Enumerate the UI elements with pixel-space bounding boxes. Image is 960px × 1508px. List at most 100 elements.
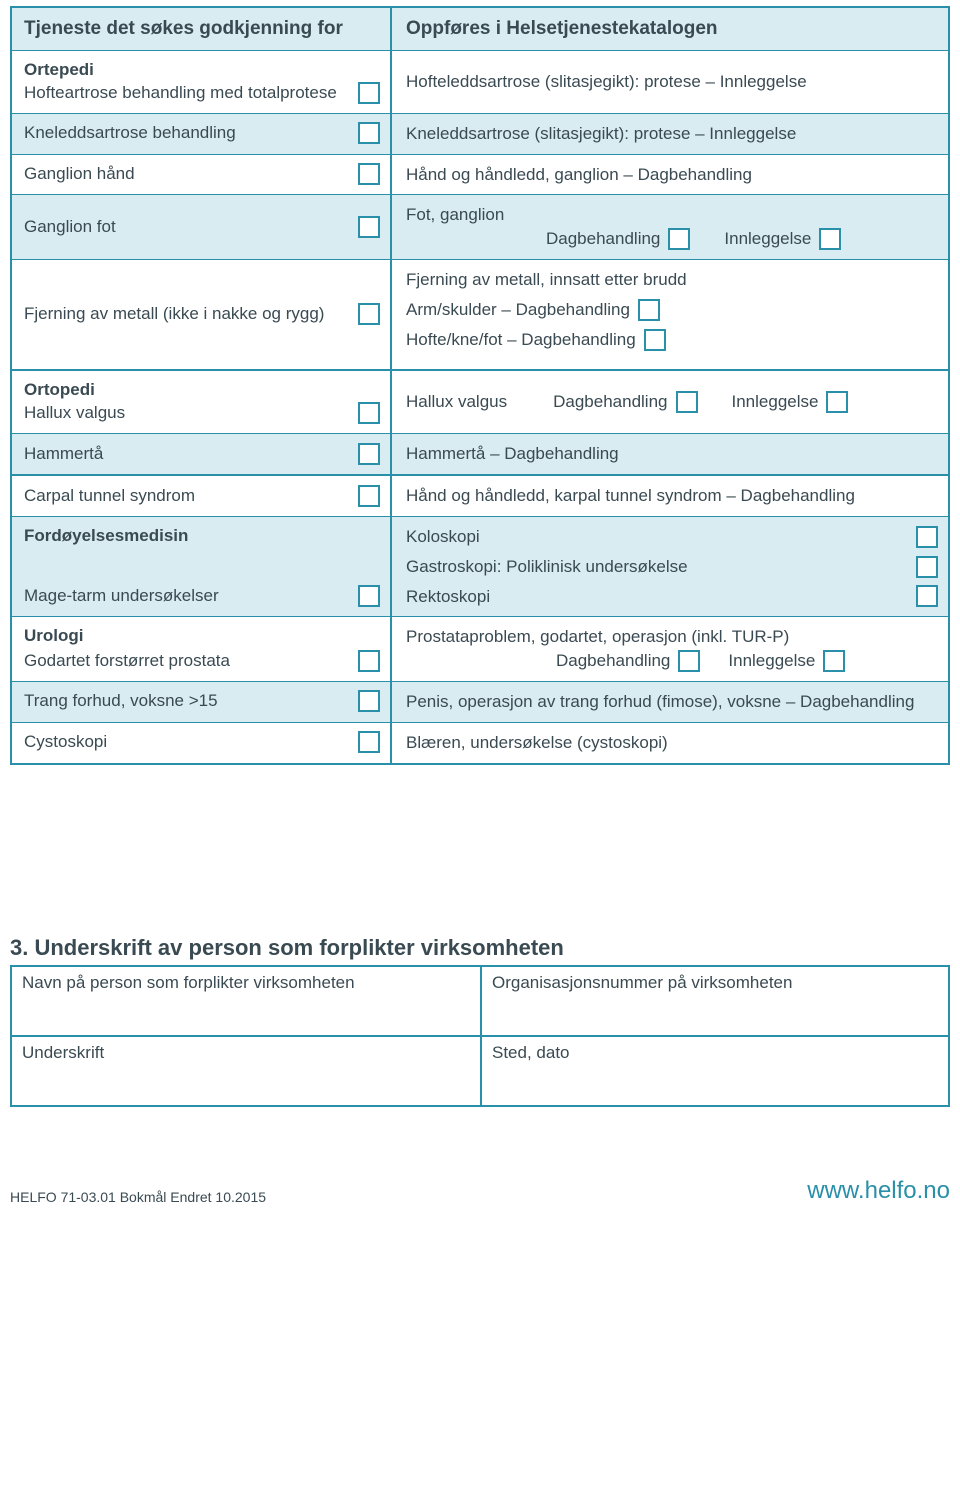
signature-table: Navn på person som forplikter virksomhet… (10, 965, 950, 1107)
cell-right: Hallux valgus Dagbehandling Innleggelse (392, 371, 948, 433)
cell-left: Kneleddsartrose behandling (12, 114, 392, 154)
catalog-text: Koloskopi (406, 525, 480, 549)
service-label: Ganglion hånd (24, 163, 350, 186)
catalog-text: Kneleddsartrose (slitasjegikt): protese … (406, 122, 938, 146)
cell-left: Ortepedi Hofteartrose behandling med tot… (12, 51, 392, 113)
checkbox[interactable] (668, 228, 690, 250)
sig-place-label: Sted, dato (492, 1043, 570, 1062)
service-label: Trang forhud, voksne >15 (24, 690, 350, 713)
sig-org-cell[interactable]: Organisasjonsnummer på virksomheten (482, 967, 948, 1035)
row-trang-forhud: Trang forhud, voksne >15 Penis, operasjo… (12, 682, 948, 723)
service-label: Hallux valgus (24, 402, 350, 425)
section3-title: 3. Underskrift av person som forplikter … (10, 935, 950, 961)
catalog-text: Hofte/kne/fot – Dagbehandling (406, 328, 636, 352)
checkbox[interactable] (916, 585, 938, 607)
checkbox[interactable] (358, 303, 380, 325)
checkbox[interactable] (358, 585, 380, 607)
checkbox[interactable] (358, 122, 380, 144)
catalog-text: Penis, operasjon av trang forhud (fimose… (406, 690, 938, 714)
footer-url: www.helfo.no (807, 1177, 950, 1205)
sig-place-cell[interactable]: Sted, dato (482, 1037, 948, 1105)
cell-right: Hofteleddsartrose (slitasjegikt): protes… (392, 51, 948, 113)
checkbox[interactable] (916, 526, 938, 548)
option-label: Dagbehandling (556, 649, 670, 673)
checkbox[interactable] (678, 650, 700, 672)
sig-sign-label: Underskrift (22, 1043, 104, 1062)
checkbox[interactable] (358, 163, 380, 185)
catalog-text: Fot, ganglion (406, 203, 504, 227)
checkbox[interactable] (358, 731, 380, 753)
service-label: Cystoskopi (24, 731, 350, 754)
option-label: Dagbehandling (546, 227, 660, 251)
cell-left: Urologi Godartet forstørret prostata (12, 617, 392, 681)
sig-row-2: Underskrift Sted, dato (12, 1035, 948, 1105)
option-label: Innleggelse (728, 649, 815, 673)
service-label: Ganglion fot (24, 216, 350, 239)
row-hofteartrose: Ortepedi Hofteartrose behandling med tot… (12, 51, 948, 114)
checkbox[interactable] (358, 216, 380, 238)
option-label: Innleggelse (724, 227, 811, 251)
checkbox[interactable] (826, 391, 848, 413)
cell-right: Penis, operasjon av trang forhud (fimose… (392, 682, 948, 722)
cell-right: Prostataproblem, godartet, operasjon (in… (392, 617, 948, 681)
header-right: Oppføres i Helsetjenestekatalogen (392, 8, 948, 50)
service-label: Mage-tarm undersøkelser (24, 585, 350, 608)
catalog-text: Prostataproblem, godartet, operasjon (in… (406, 625, 938, 649)
row-cystoskopi: Cystoskopi Blæren, undersøkelse (cystosk… (12, 723, 948, 763)
sig-name-cell[interactable]: Navn på person som forplikter virksomhet… (12, 967, 482, 1035)
sig-name-label: Navn på person som forplikter virksomhet… (22, 973, 355, 992)
cell-right: Koloskopi Gastroskopi: Poliklinisk under… (392, 517, 948, 616)
category-ortepedi: Ortepedi (24, 59, 380, 82)
header-left: Tjeneste det søkes godkjenning for (12, 8, 392, 50)
cell-right: Kneleddsartrose (slitasjegikt): protese … (392, 114, 948, 154)
cell-left: Ortopedi Hallux valgus (12, 371, 392, 433)
service-label: Carpal tunnel syndrom (24, 485, 350, 508)
cell-left: Ganglion hånd (12, 155, 392, 195)
header-right-text: Oppføres i Helsetjenestekatalogen (406, 18, 938, 40)
page-footer: HELFO 71-03.01 Bokmål Endret 10.2015 www… (10, 1177, 950, 1205)
cell-left: Hammertå (12, 434, 392, 474)
catalog-text: Fjerning av metall, innsatt etter brudd (406, 268, 938, 292)
checkbox[interactable] (916, 556, 938, 578)
catalog-text: Hånd og håndledd, karpal tunnel syndrom … (406, 484, 938, 508)
checkbox[interactable] (823, 650, 845, 672)
checkbox[interactable] (819, 228, 841, 250)
checkbox[interactable] (638, 299, 660, 321)
row-hallux-valgus: Ortopedi Hallux valgus Hallux valgus Dag… (12, 371, 948, 434)
checkbox[interactable] (358, 82, 380, 104)
row-ganglion-fot: Ganglion fot Fot, ganglion Dagbehandling… (12, 195, 948, 260)
checkbox[interactable] (358, 650, 380, 672)
service-label: Godartet forstørret prostata (24, 650, 350, 673)
catalog-text: Rektoskopi (406, 585, 490, 609)
checkbox[interactable] (358, 485, 380, 507)
option-label: Dagbehandling (553, 390, 667, 414)
row-fjerning-metall: Fjerning av metall (ikke i nakke og rygg… (12, 260, 948, 371)
cell-left: Carpal tunnel syndrom (12, 476, 392, 516)
services-table: Tjeneste det søkes godkjenning for Oppfø… (10, 6, 950, 765)
cell-left: Cystoskopi (12, 723, 392, 763)
catalog-text: Hallux valgus (406, 390, 507, 414)
checkbox[interactable] (644, 329, 666, 351)
service-label: Hofteartrose behandling med totalprotese (24, 82, 350, 105)
row-kneleddsartrose: Kneleddsartrose behandling Kneleddsartro… (12, 114, 948, 155)
cell-right: Hånd og håndledd, ganglion – Dagbehandli… (392, 155, 948, 195)
catalog-text: Blæren, undersøkelse (cystoskopi) (406, 731, 938, 755)
option-label: Innleggelse (732, 390, 819, 414)
cell-right: Blæren, undersøkelse (cystoskopi) (392, 723, 948, 763)
catalog-text: Gastroskopi: Poliklinisk undersøkelse (406, 555, 688, 579)
catalog-text: Hammertå – Dagbehandling (406, 442, 938, 466)
sig-sign-cell[interactable]: Underskrift (12, 1037, 482, 1105)
catalog-text: Arm/skulder – Dagbehandling (406, 298, 630, 322)
checkbox[interactable] (358, 690, 380, 712)
cell-left: Ganglion fot (12, 195, 392, 259)
checkbox[interactable] (358, 443, 380, 465)
checkbox[interactable] (676, 391, 698, 413)
checkbox[interactable] (358, 402, 380, 424)
sig-row-1: Navn på person som forplikter virksomhet… (12, 967, 948, 1035)
row-hammerta: Hammertå Hammertå – Dagbehandling (12, 434, 948, 476)
cell-right: Hammertå – Dagbehandling (392, 434, 948, 474)
service-label: Kneleddsartrose behandling (24, 122, 350, 145)
cell-right: Fjerning av metall, innsatt etter brudd … (392, 260, 948, 369)
catalog-text: Hånd og håndledd, ganglion – Dagbehandli… (406, 163, 938, 187)
row-urologi-prostata: Urologi Godartet forstørret prostata Pro… (12, 617, 948, 682)
